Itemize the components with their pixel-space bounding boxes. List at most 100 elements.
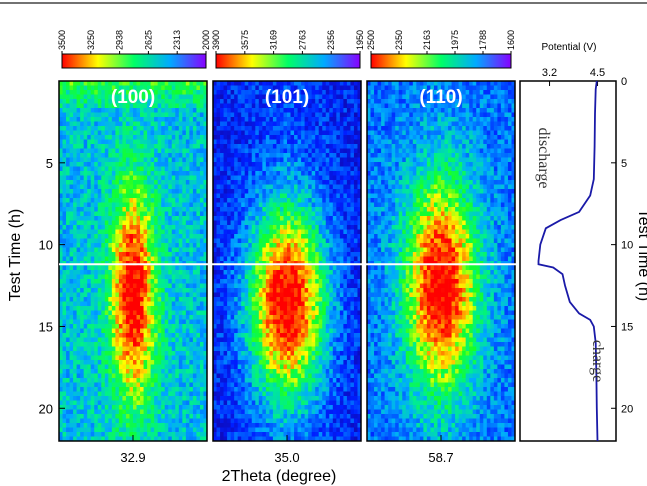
heatmap-cell	[90, 369, 95, 374]
heatmap-cell	[230, 180, 235, 185]
heatmap-cell	[203, 414, 208, 419]
heatmap-cell	[248, 198, 253, 203]
heatmap-cell	[346, 229, 351, 235]
heatmap-cell	[154, 405, 159, 410]
heatmap-cell	[157, 99, 162, 104]
heatmap-cell	[83, 333, 88, 338]
heatmap-cell	[161, 279, 166, 284]
heatmap-cell	[147, 301, 152, 307]
heatmap-cell	[350, 216, 355, 221]
heatmap-cell	[108, 396, 113, 401]
heatmap-cell	[62, 81, 67, 86]
heatmap-cell	[108, 130, 113, 136]
heatmap-cell	[168, 391, 173, 397]
heatmap-cell	[185, 396, 190, 401]
heatmap-cell	[178, 391, 183, 397]
heatmap-cell	[185, 247, 190, 253]
heatmap-cell	[262, 234, 267, 239]
heatmap-cell	[101, 274, 106, 280]
heatmap-cell	[168, 310, 173, 316]
heatmap-cell	[199, 369, 204, 374]
heatmap-cell	[283, 90, 288, 95]
heatmap-cell	[83, 324, 88, 329]
heatmap-cell	[318, 85, 323, 91]
heatmap-cell	[171, 238, 176, 244]
heatmap-cell	[73, 198, 78, 203]
heatmap-cell	[294, 126, 298, 131]
heatmap-cell	[87, 274, 92, 280]
heatmap-cell	[97, 117, 102, 122]
heatmap-cell	[269, 198, 274, 203]
heatmap-cell	[94, 99, 99, 104]
heatmap-cell	[62, 103, 67, 109]
heatmap-cell	[276, 180, 281, 185]
heatmap-cell	[230, 112, 235, 118]
heatmap-cell	[62, 256, 67, 262]
heatmap-cell	[234, 117, 239, 122]
heatmap-cell	[182, 175, 187, 181]
heatmap-cell	[122, 310, 127, 316]
heatmap-cell	[143, 220, 148, 226]
heatmap-cell	[297, 184, 302, 190]
heatmap-cell	[339, 247, 344, 253]
heatmap-cell	[90, 108, 95, 113]
heatmap-cell	[290, 108, 295, 113]
heatmap-cell	[87, 220, 92, 226]
heatmap-cell	[322, 108, 327, 113]
heatmap-cell	[343, 99, 348, 104]
heatmap-cell	[118, 126, 123, 131]
heatmap-cell	[318, 103, 323, 109]
heatmap-cell	[154, 310, 159, 316]
heatmap-cell	[178, 369, 183, 374]
heatmap-cell	[227, 81, 232, 86]
heatmap-cell	[80, 243, 85, 248]
heatmap-cell	[108, 144, 113, 149]
heatmap-cell	[111, 189, 116, 194]
heatmap-cell	[171, 207, 176, 212]
heatmap-cell	[350, 148, 355, 154]
heatmap-cell	[168, 364, 173, 370]
heatmap-cell	[294, 171, 298, 176]
heatmap-cell	[216, 247, 221, 253]
heatmap-cell	[255, 85, 260, 91]
heatmap-cell	[353, 162, 358, 167]
heatmap-cell	[255, 180, 260, 185]
heatmap-cell	[115, 283, 120, 289]
heatmap-cell	[104, 220, 109, 226]
heatmap-cell	[161, 162, 166, 167]
heatmap-cell	[111, 247, 116, 253]
heatmap-cell	[251, 144, 256, 149]
heatmap-cell	[108, 81, 113, 86]
heatmap-cell	[182, 108, 187, 113]
heatmap-cell	[147, 432, 152, 437]
heatmap-cell	[115, 171, 120, 176]
heatmap-cell	[115, 355, 120, 361]
heatmap-cell	[80, 157, 85, 163]
heatmap-cell	[269, 229, 274, 235]
heatmap-cell	[125, 373, 130, 379]
heatmap-cell	[297, 234, 302, 239]
heatmap-cell	[171, 220, 176, 226]
heatmap-cell	[59, 436, 63, 442]
heatmap-cell	[73, 202, 78, 208]
heatmap-cell	[101, 175, 106, 181]
heatmap-cell	[178, 283, 183, 289]
heatmap-cell	[73, 148, 78, 154]
heatmap-cell	[90, 414, 95, 419]
heatmap-cell	[125, 423, 130, 428]
heatmap-cell	[178, 328, 183, 334]
heatmap-cell	[125, 279, 130, 284]
heatmap-cell	[101, 126, 106, 131]
heatmap-cell	[66, 117, 70, 122]
heatmap-cell	[189, 360, 194, 365]
heatmap-cell	[140, 238, 144, 244]
heatmap-cell	[129, 274, 134, 280]
heatmap-cell	[308, 130, 313, 136]
heatmap-cell	[182, 396, 187, 401]
heatmap-cell	[203, 121, 208, 127]
heatmap-cell	[62, 382, 67, 388]
heatmap-cell	[76, 301, 81, 307]
heatmap-cell	[87, 319, 92, 325]
colorbar-tick-label: 2313	[172, 30, 182, 50]
heatmap-cell	[150, 378, 155, 383]
